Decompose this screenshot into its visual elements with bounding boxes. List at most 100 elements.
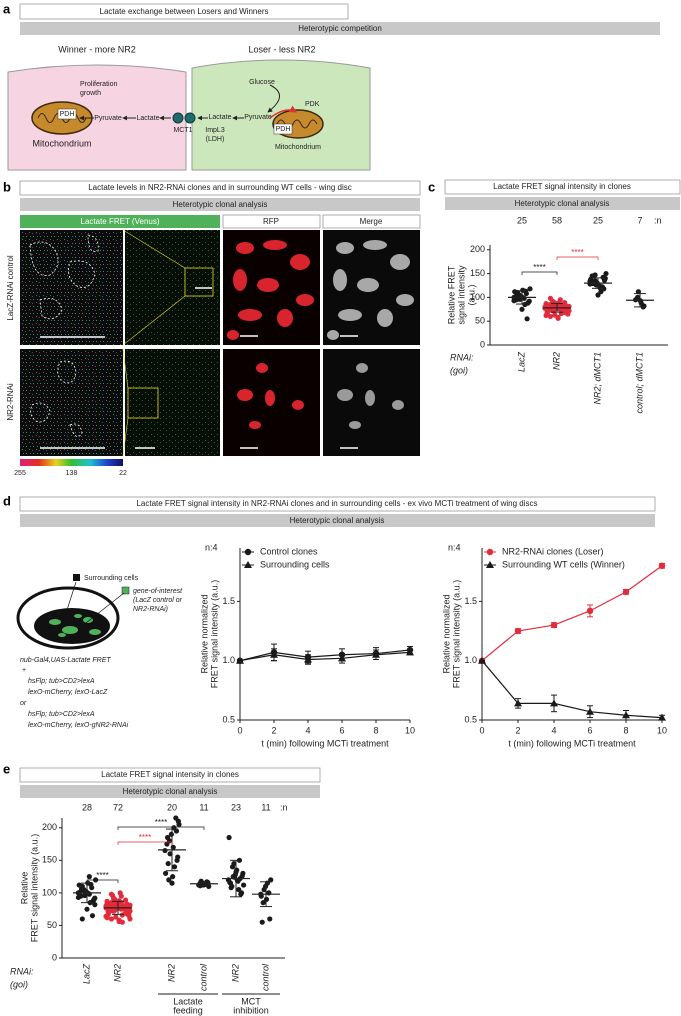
data-point xyxy=(163,870,169,876)
panel-label: a xyxy=(3,1,11,16)
data-point xyxy=(635,289,642,295)
y-axis-label: FRET signal intensity (a.u.) xyxy=(209,580,219,688)
x-axis-label: (goi) xyxy=(10,979,28,989)
data-point xyxy=(525,299,532,305)
pdh-box xyxy=(57,108,77,120)
data-point xyxy=(527,286,533,292)
data-point xyxy=(173,828,180,834)
significance-bracket xyxy=(556,256,599,260)
legend-text: Surrounding cells xyxy=(260,559,330,569)
panel-label: e xyxy=(3,761,10,776)
data-point xyxy=(196,881,202,888)
legend-marker xyxy=(486,548,494,556)
marker xyxy=(622,711,630,719)
zoom-box xyxy=(184,267,214,297)
x-tick-label: control xyxy=(260,963,270,991)
pointer xyxy=(65,581,77,614)
title-box xyxy=(19,3,349,20)
data-point xyxy=(168,831,174,837)
subtitle-bar xyxy=(445,197,680,210)
x-tick-label: 0 xyxy=(479,725,484,735)
n-label: 23 xyxy=(231,802,241,812)
series-line xyxy=(481,565,663,662)
genotype: lexO-mCherry, lexO-gNR2-RNAi xyxy=(28,722,129,729)
x-axis-label: (goi) xyxy=(450,365,468,375)
x-tick-label: 2 xyxy=(515,725,520,735)
winner-cell xyxy=(7,64,187,171)
data-point xyxy=(239,873,245,879)
data-point xyxy=(81,888,87,894)
data-point xyxy=(123,910,129,916)
zoom-line xyxy=(122,295,186,346)
data-point xyxy=(75,894,81,901)
n-label: 11 xyxy=(261,802,270,812)
merge-signal xyxy=(327,240,414,340)
data-point xyxy=(171,864,178,870)
diagram-label: PDH xyxy=(60,111,75,118)
rfp-signal xyxy=(227,240,314,340)
genotype: nub-Gal4,UAS-Lactate FRET xyxy=(20,657,111,664)
diagram-label: (LDH) xyxy=(206,136,225,143)
y-axis-label: signal intensity xyxy=(456,265,466,325)
data-point xyxy=(260,900,266,906)
colorbar-ticks: 255 138 22 xyxy=(14,470,127,477)
pointer xyxy=(81,592,125,627)
subtitle-bar xyxy=(20,785,320,798)
y-axis-label: Relative xyxy=(19,872,29,905)
diagram-label: PDK xyxy=(305,101,320,108)
x-tick-label: control xyxy=(198,963,208,991)
significance-label: **** xyxy=(139,833,151,842)
genotype: hsFlp; tub>CD2>lexA xyxy=(28,678,95,685)
diagram-label: PDH xyxy=(276,126,291,133)
legend-text: (LacZ control or xyxy=(133,597,183,604)
genotype: or xyxy=(20,700,27,707)
marker xyxy=(304,655,312,663)
y-tick-label: 0.5 xyxy=(222,714,235,724)
data-point xyxy=(113,914,119,920)
data-point xyxy=(77,889,83,895)
n-label: 7 xyxy=(637,215,642,225)
n-suffix: :n xyxy=(654,215,662,225)
x-tick-label: NR2 xyxy=(112,964,122,982)
data-point xyxy=(92,902,98,908)
x-tick-label: LacZ xyxy=(81,964,91,985)
arrow xyxy=(267,84,280,113)
significance-label: **** xyxy=(155,818,167,827)
scale-bars xyxy=(40,287,358,449)
x-tick-label: LacZ xyxy=(516,352,526,373)
data-point xyxy=(108,916,115,922)
data-point xyxy=(123,897,129,903)
y-tick-label: 1.0 xyxy=(222,655,235,665)
micrograph xyxy=(20,349,123,456)
zoom-line xyxy=(122,417,129,457)
clones xyxy=(49,614,101,637)
data-point xyxy=(227,879,233,886)
data-point xyxy=(524,316,530,322)
data-point xyxy=(164,841,170,847)
panel-title: Lactate exchange between Losers and Winn… xyxy=(100,7,269,16)
series-line xyxy=(481,660,663,719)
data-point xyxy=(543,312,549,319)
data-point xyxy=(86,874,92,880)
data-point xyxy=(563,302,569,309)
y-tick-label: 100 xyxy=(42,887,57,897)
n-label: 25 xyxy=(593,215,603,225)
n-label: 72 xyxy=(113,802,123,812)
marker xyxy=(236,656,244,664)
data-point xyxy=(547,295,554,301)
data-point xyxy=(162,847,168,854)
data-point xyxy=(119,919,125,925)
column-label: RFP xyxy=(263,217,279,226)
x-tick-label: 2 xyxy=(271,725,276,735)
n-label: 58 xyxy=(552,215,562,225)
data-point xyxy=(226,834,232,841)
data-point xyxy=(545,308,551,314)
x-tick-label: 6 xyxy=(339,725,344,735)
x-tick-label: 4 xyxy=(551,725,556,735)
data-point xyxy=(167,851,173,857)
x-tick-label: NR2; dMCT1 xyxy=(592,352,602,405)
data-point xyxy=(165,860,171,867)
x-tick-label: control; dMCT1 xyxy=(634,352,644,414)
x-axis-label: t (min) following MCTi treatment xyxy=(508,738,636,748)
legend-marker xyxy=(486,561,494,568)
